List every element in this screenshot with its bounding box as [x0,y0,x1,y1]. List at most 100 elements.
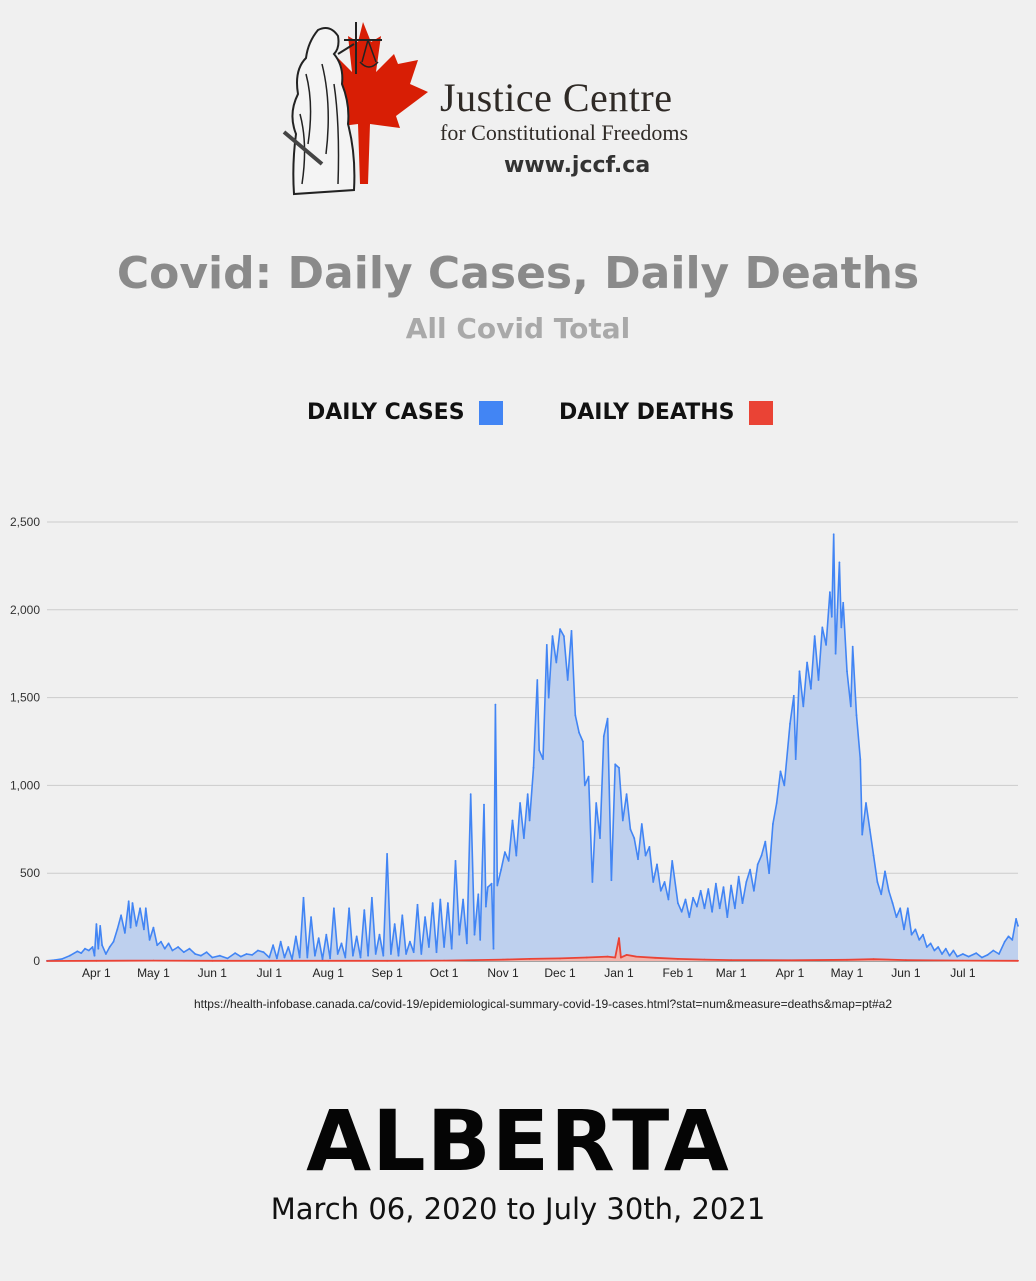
cases-point [625,793,628,796]
cases-point [574,714,577,717]
cases-point [891,902,894,904]
cases-point [547,696,550,699]
deaths-point [962,959,964,962]
cases-point [667,898,670,901]
cases-point [975,952,978,954]
cases-point [772,823,774,825]
cases-point [880,893,883,896]
cases-point [684,898,687,901]
cases-point [515,854,518,857]
cases-point [802,705,805,708]
cases-point [1011,939,1014,941]
legend: DAILY CASES DAILY DEATHS [0,400,1036,432]
y-tick-label: 0 [33,954,40,968]
cases-point [200,954,202,957]
cases-point [163,947,166,950]
cases-point [555,661,558,664]
cases-point [131,902,134,904]
cases-point [234,952,237,954]
cases-point [205,951,208,954]
cases-point [941,953,943,955]
cases-point [830,615,833,618]
cases-point [688,916,691,918]
cases-point [374,953,377,955]
cases-point [783,784,786,787]
lady-justice-icon [282,22,382,196]
cases-point [587,775,590,778]
cases-point [367,954,369,957]
cases-point [640,823,643,825]
cases-point [745,881,748,883]
region-name: ALBERTA [306,1092,730,1190]
chart-plot: 0 500 1,000 1,500 2,000 2,500 Apr 1 May 1 Jun 1 J… [10,515,1019,980]
cases-point [692,896,694,899]
legend-deaths-swatch [748,400,773,425]
cases-point [95,923,98,925]
cases-point [160,940,162,943]
cases-point [559,628,561,630]
cases-point [479,939,482,941]
logo-graphic [282,22,428,196]
cases-point [737,875,740,878]
deaths-point [620,956,622,959]
cases-point [401,914,404,917]
cases-point [80,952,83,954]
deaths-point [46,960,48,962]
cases-point [276,957,278,960]
cases-point [614,763,617,766]
cases-point [542,758,544,760]
cases-point [469,793,472,796]
cases-point [344,956,347,959]
cases-point [840,626,843,629]
cases-point [583,784,586,787]
deaths-point [443,959,445,962]
cases-point [257,949,259,952]
cases-point [749,868,751,871]
cases-point [143,928,145,931]
cases-point [519,802,521,804]
cases-point [849,705,852,708]
deaths-point [528,958,531,960]
cases-point [283,956,286,959]
x-tick-label: Jan 1 [604,966,634,980]
cases-point [412,951,415,954]
cases-point [317,937,320,940]
cases-point [906,907,909,910]
cases-point [171,949,174,952]
cases-point [730,884,732,887]
cases-point [97,947,100,950]
x-tick-label: Apr 1 [776,966,805,980]
deaths-point [614,956,617,959]
cases-point [865,802,867,804]
cases-point [321,958,324,961]
cases-point [458,933,461,936]
source-url[interactable]: https://health-infobase.canada.ca/covid-… [193,997,893,1011]
date-range: March 06, 2020 to July 30th, 2021 [270,1192,766,1226]
legend-item-cases: DAILY CASES [307,400,503,425]
deaths-point [635,955,637,958]
org-url[interactable]: www.jccf.ca [504,153,651,178]
cases-point [477,893,480,896]
deaths-point [703,958,706,961]
deaths-point [730,959,732,961]
cases-point [390,953,392,955]
y-tick-label: 2,500 [10,515,40,529]
cases-point [439,898,442,901]
cases-point [652,881,655,883]
legend-cases-label: DAILY CASES [307,400,465,425]
cases-point [895,916,898,918]
cases-point [918,939,921,941]
cases-point [711,910,713,913]
cases-point [726,916,729,918]
cases-point [599,837,601,839]
deaths-point [502,958,504,961]
cases-point [1017,925,1019,927]
deaths-point [211,959,214,962]
cases-point [167,942,170,945]
cases-point [551,635,554,637]
cases-point [61,958,64,960]
cases-point [306,956,309,959]
cases-point [986,954,989,956]
cases-point [420,953,423,955]
cases-point [621,819,624,822]
